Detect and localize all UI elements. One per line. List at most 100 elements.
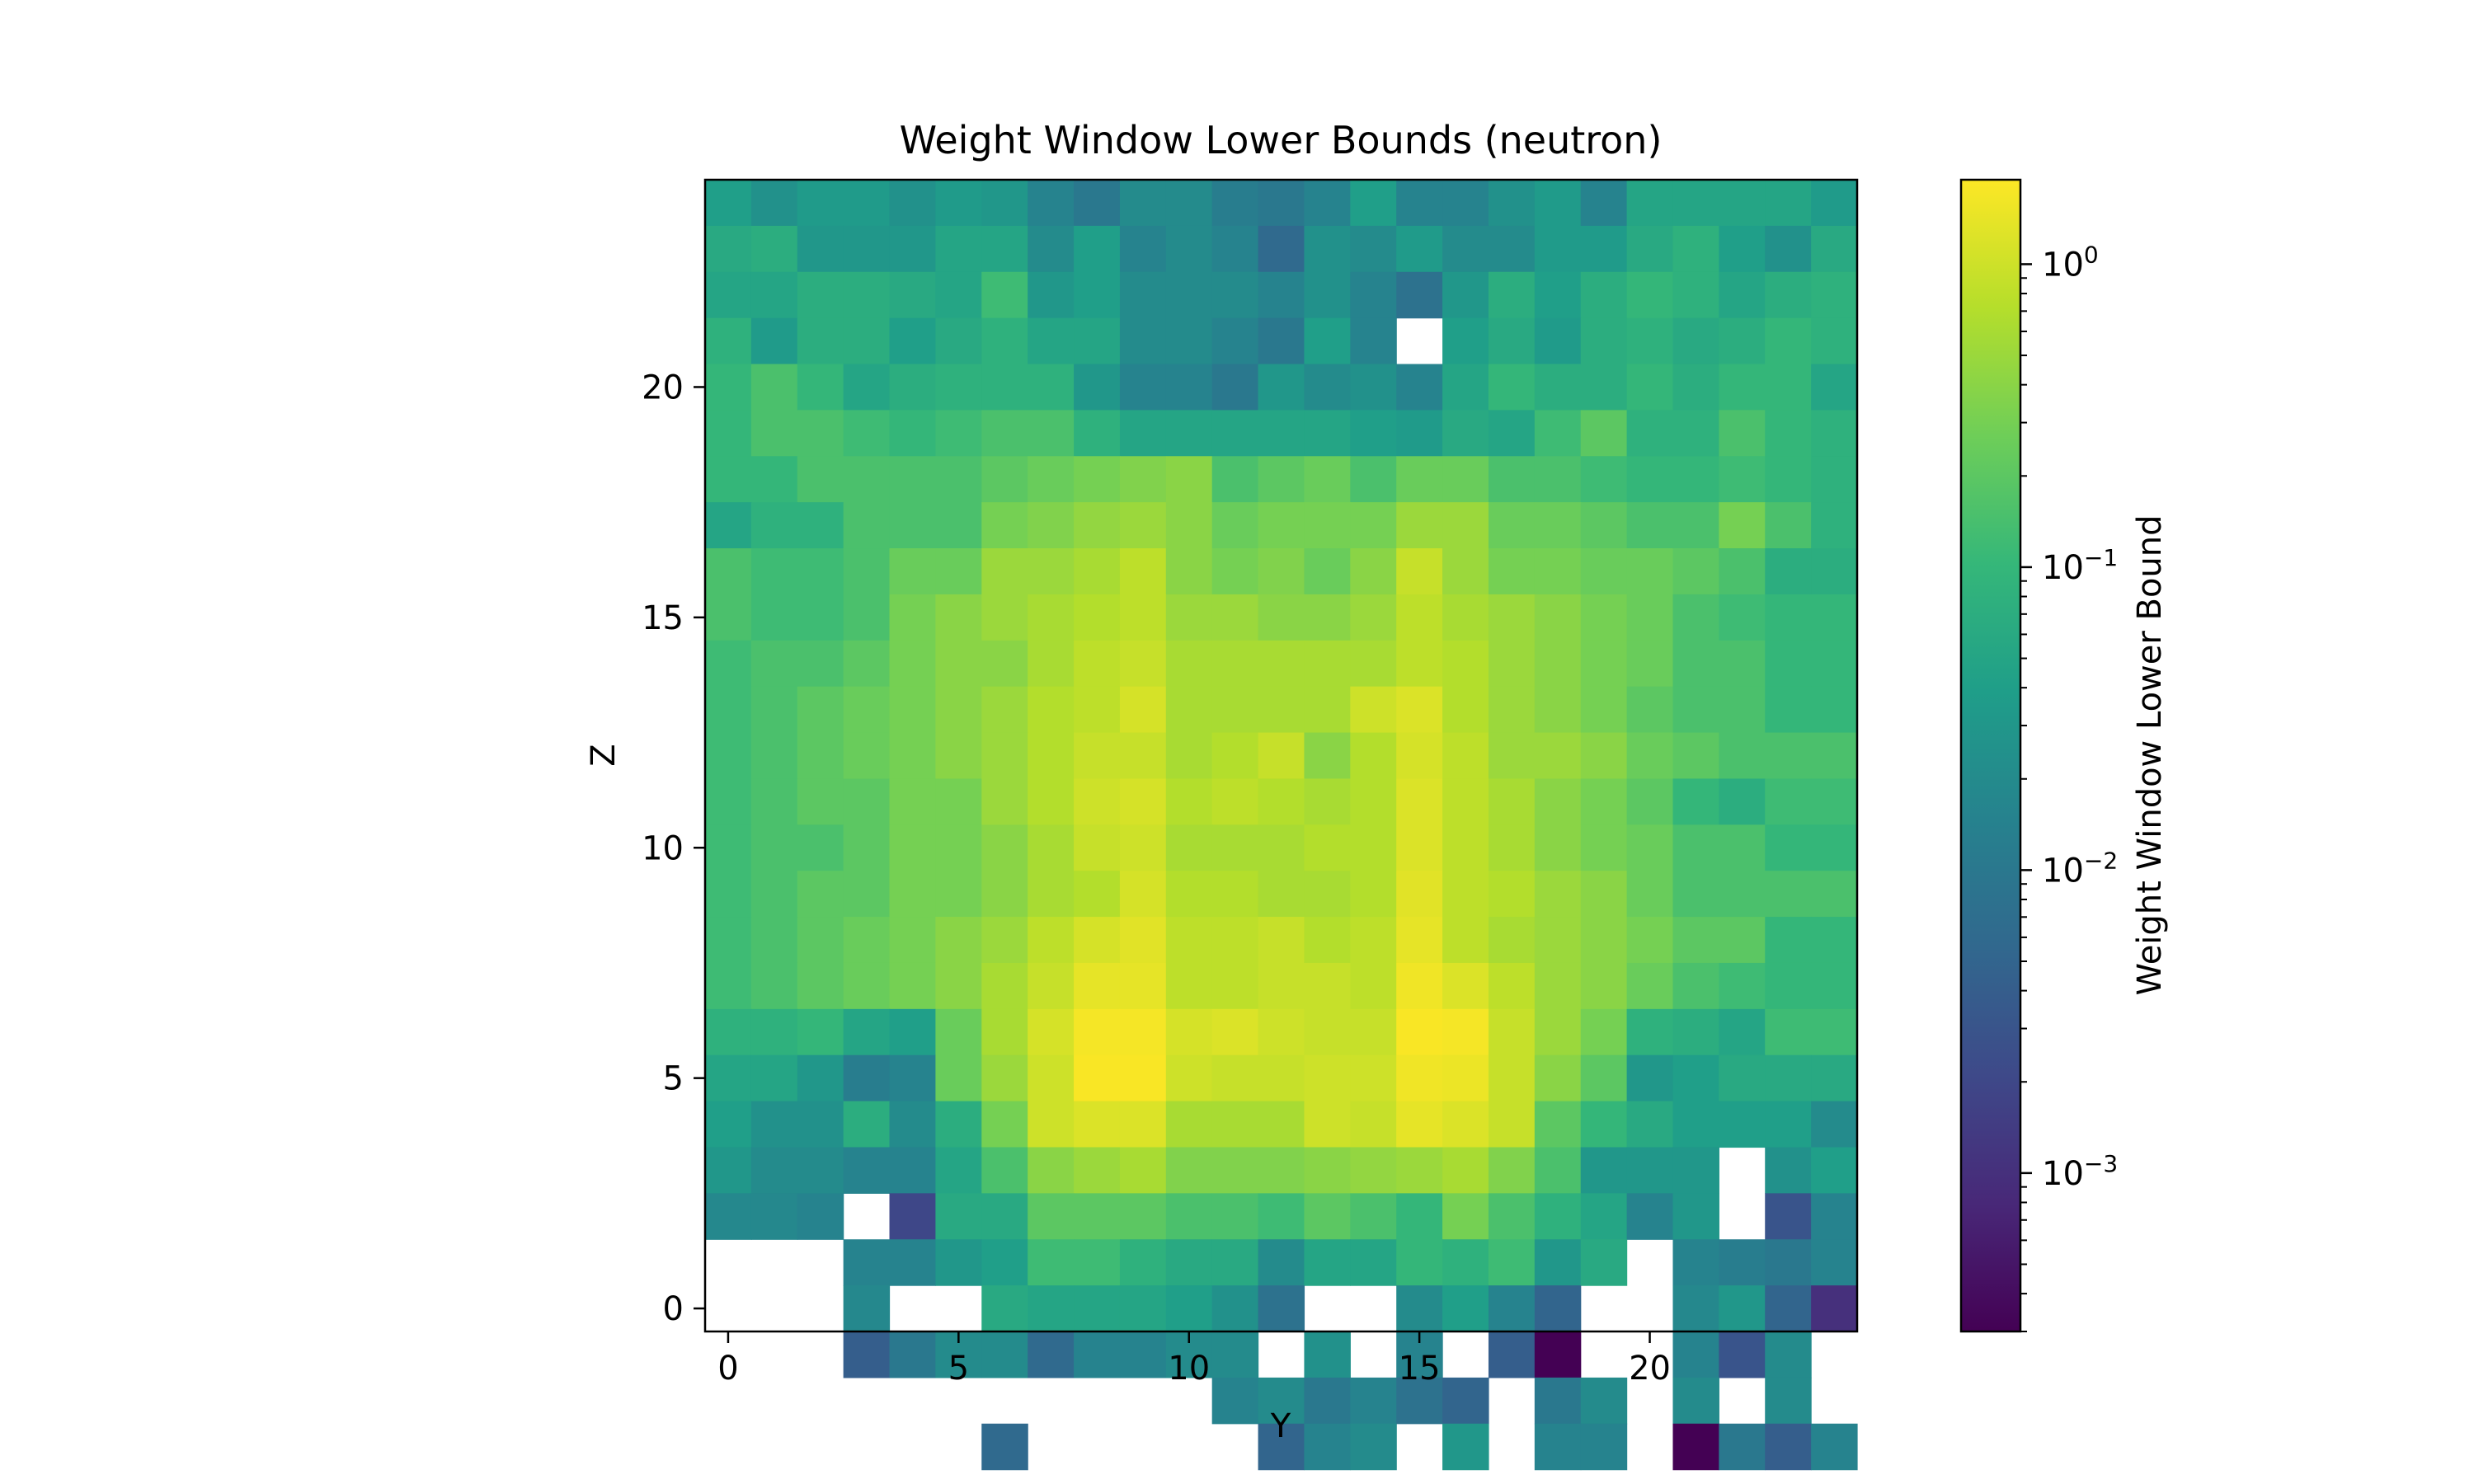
heatmap-cell [1211,317,1259,365]
heatmap-cell [889,456,936,503]
heatmap-cell [1626,548,1674,595]
heatmap-cell [1028,1054,1075,1102]
heatmap-cell [1442,271,1489,319]
heatmap-cell [750,1101,798,1148]
heatmap-cell [1258,456,1305,503]
heatmap-cell [1811,594,1858,641]
heatmap-cell [1350,1423,1397,1471]
heatmap-cell [1488,778,1536,825]
heatmap-cell [843,180,891,227]
heatmap-cell [1119,778,1167,825]
heatmap-cell [797,364,844,411]
heatmap-cell [935,594,982,641]
heatmap-cell [1442,1008,1489,1056]
heatmap-cell [1211,502,1259,549]
heatmap-cell [1765,271,1812,319]
heatmap-cell [1074,271,1121,319]
heatmap-cell [1534,917,1582,964]
heatmap-cell [1534,1193,1582,1240]
y-tick-label: 0 [663,1290,684,1328]
heatmap-cell [1719,917,1766,964]
heatmap-cell [1028,594,1075,641]
heatmap-cell [1488,686,1536,734]
heatmap-cell [1442,548,1489,595]
heatmap-cell [1074,686,1121,734]
heatmap-cell [1488,1147,1536,1194]
heatmap-cell [1672,1423,1719,1471]
heatmap-cell [981,225,1028,273]
heatmap-cell [797,962,844,1010]
heatmap-cell [1119,917,1167,964]
heatmap-cell [1534,1285,1582,1332]
heatmap-cell [1074,824,1121,871]
heatmap-cell [1304,1239,1351,1286]
heatmap-cell [705,225,752,273]
heatmap-cell [981,871,1028,918]
heatmap-cell [1211,778,1259,825]
heatmap-cell [797,1054,844,1102]
heatmap-cell [1672,962,1719,1010]
heatmap-cell [1534,1101,1582,1148]
heatmap-cell [1672,1285,1719,1332]
heatmap-cell [1258,824,1305,871]
heatmap-cell [889,1008,936,1056]
heatmap-cell [1442,686,1489,734]
heatmap-cell [1028,456,1075,503]
heatmap-cell [1534,1008,1582,1056]
heatmap-cell [1672,502,1719,549]
heatmap-cell [750,410,798,457]
heatmap-cell [1442,180,1489,227]
heatmap-cell [1304,180,1351,227]
heatmap-cell [797,410,844,457]
heatmap-cell [705,640,752,688]
heatmap-cell [843,778,891,825]
heatmap-cell [935,917,982,964]
heatmap-cell [1626,1101,1674,1148]
heatmap-cell [843,225,891,273]
heatmap-cell [1258,917,1305,964]
heatmap-cell [1626,317,1674,365]
heatmap-cell [1580,962,1628,1010]
heatmap-cell [981,778,1028,825]
heatmap-cell [1534,410,1582,457]
heatmap-cell [1074,1008,1121,1056]
heatmap-cell [1811,778,1858,825]
heatmap-cell [1350,917,1397,964]
heatmap-cell [705,1147,752,1194]
heatmap-cell [1304,732,1351,780]
heatmap-cell [1719,364,1766,411]
heatmap-cell [1074,594,1121,641]
heatmap-cell [1488,871,1536,918]
heatmap-cell [705,1193,752,1240]
chart-title: Weight Window Lower Bounds (neutron) [900,118,1663,162]
heatmap-cell [1765,225,1812,273]
heatmap-cell [1811,364,1858,411]
heatmap-cell [1258,1285,1305,1332]
heatmap-cell [1765,1285,1812,1332]
heatmap-cell [1719,1331,1766,1378]
heatmap-cell [889,1331,936,1378]
heatmap-cell [750,548,798,595]
heatmap-cell [1811,548,1858,595]
heatmap-cell [1672,686,1719,734]
heatmap-cell [1719,317,1766,365]
heatmap-cell [1442,594,1489,641]
heatmap-cell [1626,732,1674,780]
colorbar-tick-exponent: −1 [2084,544,2118,571]
heatmap-cell [1028,917,1075,964]
heatmap-cell [1165,594,1213,641]
heatmap-cell [1028,180,1075,227]
heatmap-cell [1074,364,1121,411]
heatmap-cell [1165,824,1213,871]
heatmap-cell [1442,640,1489,688]
heatmap-cell [1396,686,1443,734]
heatmap-cell [1211,962,1259,1010]
heatmap-cell [1165,1054,1213,1102]
heatmap-cell [1719,686,1766,734]
heatmap-cell [1626,1054,1674,1102]
heatmap-cell [1765,871,1812,918]
heatmap-cell [1534,317,1582,365]
heatmap-cell [935,364,982,411]
heatmap-cell [1304,824,1351,871]
